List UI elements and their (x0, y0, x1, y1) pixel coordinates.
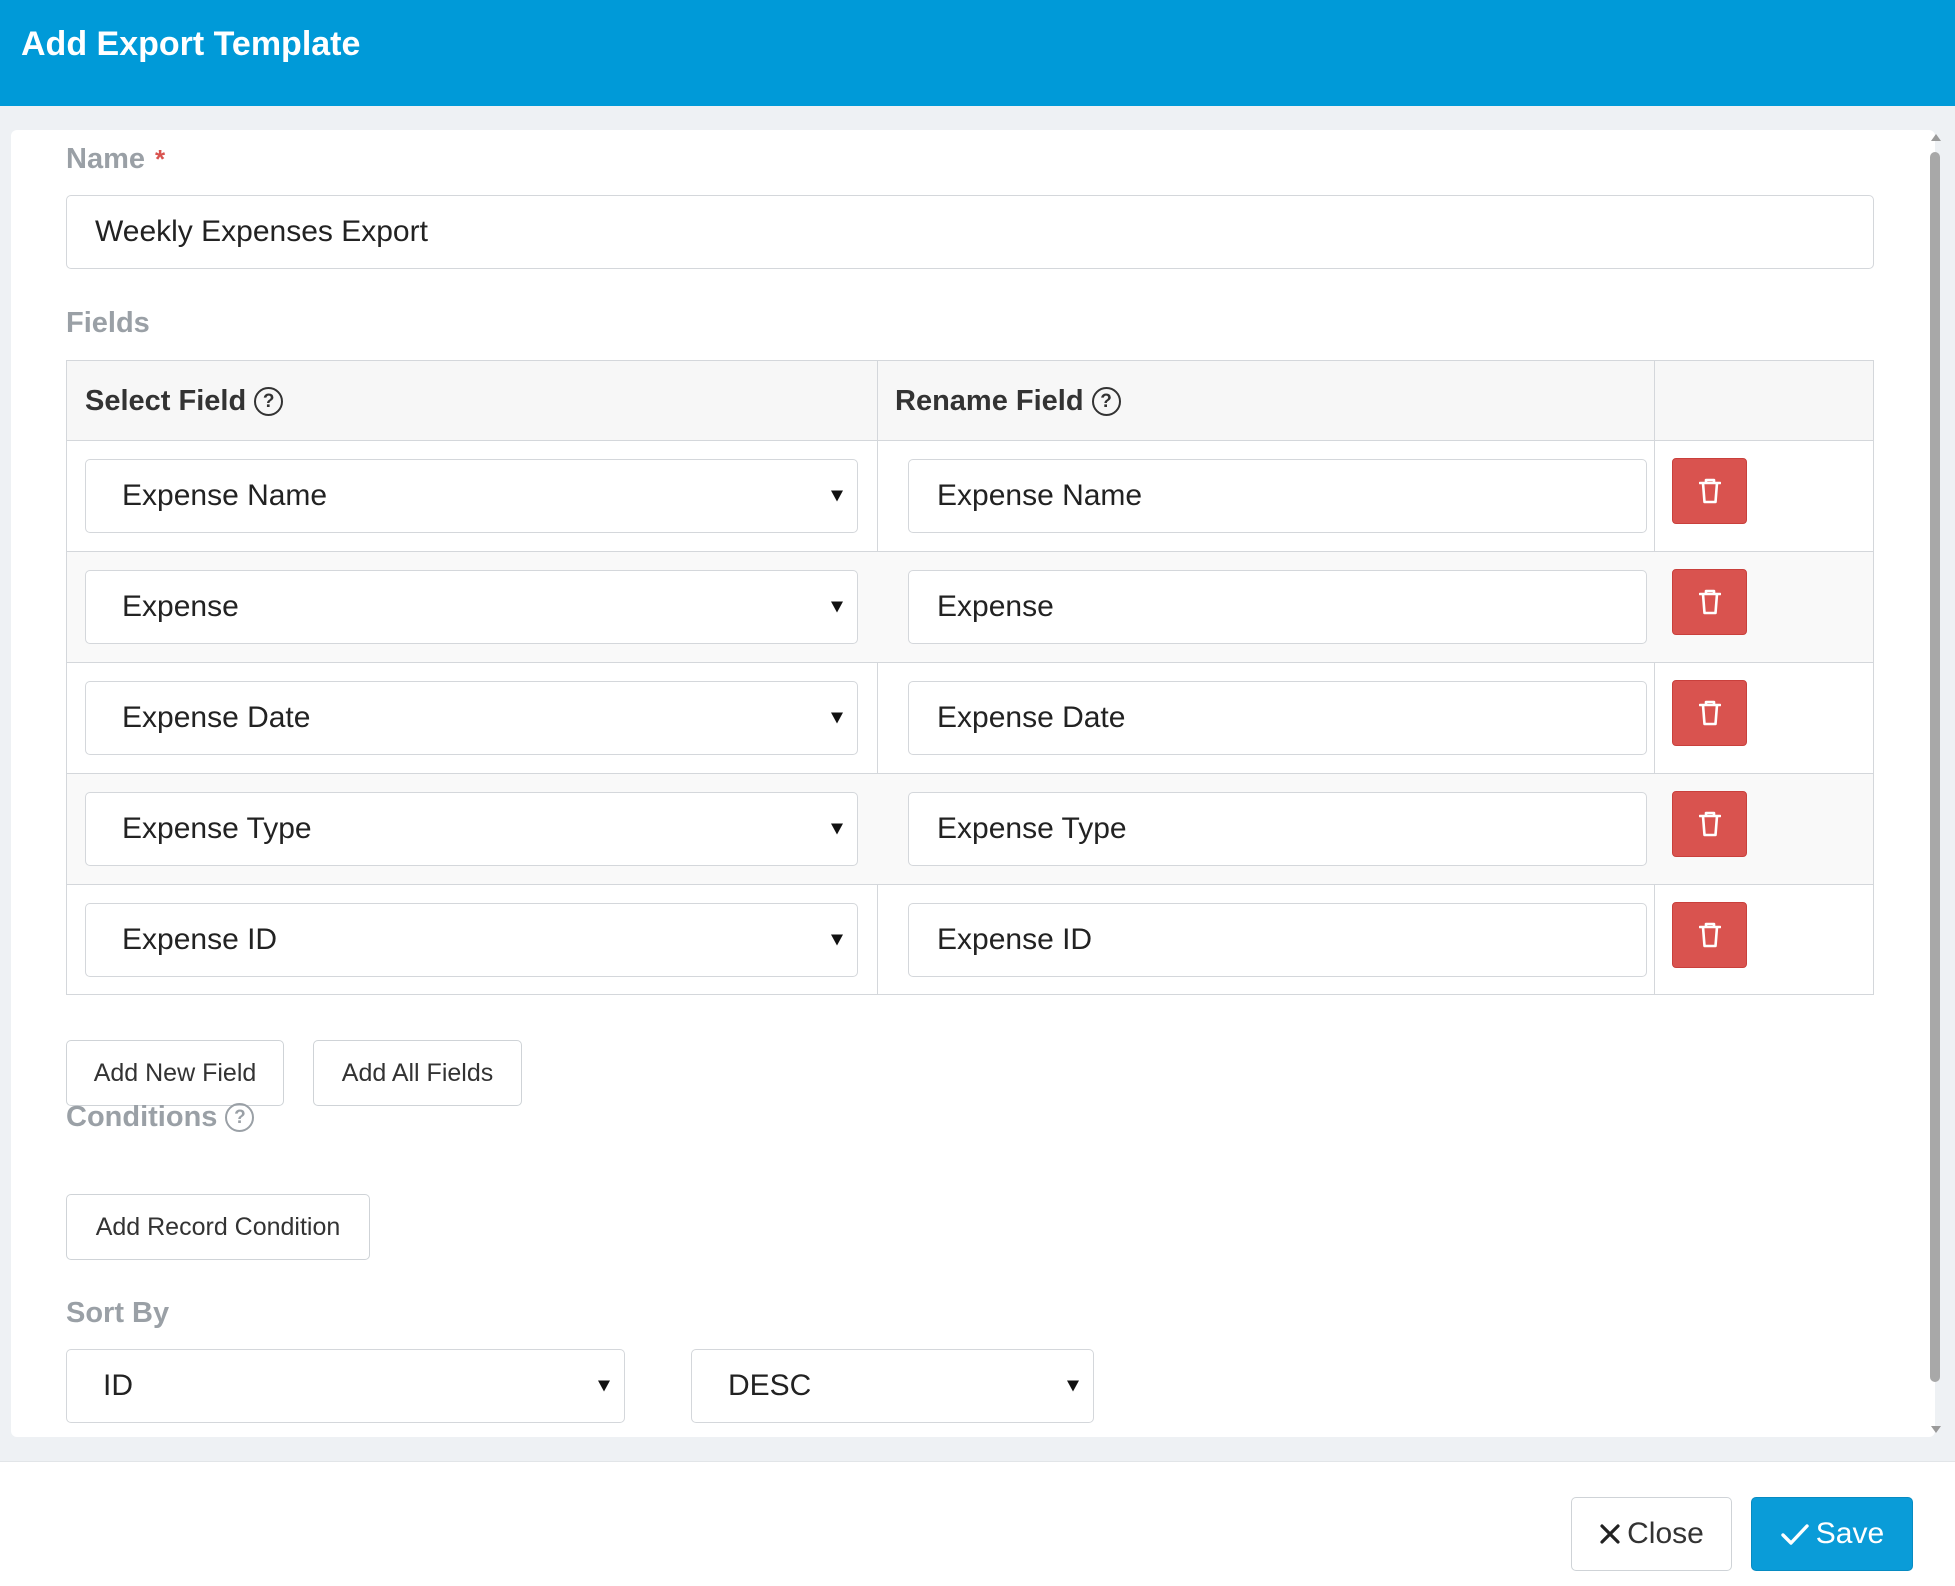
caret-down-icon (831, 934, 843, 946)
caret-down-icon (831, 712, 843, 724)
vertical-scrollbar[interactable] (1924, 130, 1944, 1437)
column-divider (877, 361, 878, 994)
help-circle-icon[interactable]: ? (254, 386, 284, 416)
trash-icon (1698, 811, 1721, 837)
trash-icon (1698, 478, 1721, 504)
select-field-dropdown[interactable]: Expense Name (85, 459, 858, 533)
rename-field-input[interactable]: Expense Name (908, 459, 1647, 533)
table-row: Expense Name Expense Name (67, 441, 1873, 552)
rename-field-input[interactable]: Expense ID (908, 903, 1647, 977)
select-field-header: Select Field ? (85, 361, 284, 441)
required-mark: * (155, 144, 166, 174)
rename-field-input[interactable]: Expense Type (908, 792, 1647, 866)
trash-icon (1698, 922, 1721, 948)
select-field-dropdown[interactable]: Expense Type (85, 792, 858, 866)
delete-field-button[interactable] (1672, 791, 1747, 857)
add-record-condition-button[interactable]: Add Record Condition (66, 1194, 370, 1260)
caret-down-icon (831, 490, 843, 502)
close-icon (1599, 1523, 1621, 1545)
name-input[interactable] (66, 195, 1874, 269)
fields-table: Select Field ? Rename Field ? Expense Na… (66, 360, 1874, 995)
table-row: Expense ID Expense ID (67, 885, 1873, 996)
select-field-dropdown[interactable]: Expense Date (85, 681, 858, 755)
close-button[interactable]: Close (1571, 1497, 1732, 1571)
delete-field-button[interactable] (1672, 680, 1747, 746)
select-field-dropdown[interactable]: Expense ID (85, 903, 858, 977)
trash-icon (1698, 700, 1721, 726)
help-circle-icon[interactable]: ? (225, 1102, 255, 1132)
save-button[interactable]: Save (1751, 1497, 1913, 1571)
add-new-field-button[interactable]: Add New Field (66, 1040, 284, 1106)
scroll-up-arrow-icon[interactable] (1931, 134, 1941, 141)
fields-label: Fields (66, 307, 150, 339)
table-header: Select Field ? Rename Field ? (67, 361, 1873, 441)
sort-by-label: Sort By (66, 1297, 170, 1329)
dialog-header: Add Export Template (0, 0, 1955, 106)
help-circle-icon[interactable]: ? (1091, 386, 1121, 416)
caret-down-icon (598, 1380, 610, 1392)
add-all-fields-button[interactable]: Add All Fields (313, 1040, 522, 1106)
table-row: Expense Expense (67, 552, 1873, 663)
delete-field-button[interactable] (1672, 902, 1747, 968)
rename-field-header: Rename Field ? (895, 361, 1121, 441)
sort-direction-dropdown[interactable]: DESC (691, 1349, 1094, 1423)
dialog-footer: Close Save (0, 1461, 1955, 1586)
sort-field-dropdown[interactable]: ID (66, 1349, 625, 1423)
caret-down-icon (831, 823, 843, 835)
scrollbar-thumb[interactable] (1930, 152, 1940, 1382)
name-label: Name * (66, 143, 166, 175)
conditions-label: Conditions ? (66, 1100, 255, 1134)
scroll-down-arrow-icon[interactable] (1931, 1426, 1941, 1433)
dialog-title: Add Export Template (21, 25, 361, 63)
dialog-body: Name* Fields Select Field ? Rename Field… (11, 130, 1935, 1437)
check-icon (1780, 1522, 1810, 1546)
table-row: Expense Date Expense Date (67, 663, 1873, 774)
delete-field-button[interactable] (1672, 569, 1747, 635)
table-row: Expense Type Expense Type (67, 774, 1873, 885)
select-field-dropdown[interactable]: Expense (85, 570, 858, 644)
rename-field-input[interactable]: Expense Date (908, 681, 1647, 755)
trash-icon (1698, 589, 1721, 615)
rename-field-input[interactable]: Expense (908, 570, 1647, 644)
caret-down-icon (831, 601, 843, 613)
delete-field-button[interactable] (1672, 458, 1747, 524)
caret-down-icon (1067, 1380, 1079, 1392)
column-divider (1654, 361, 1655, 994)
